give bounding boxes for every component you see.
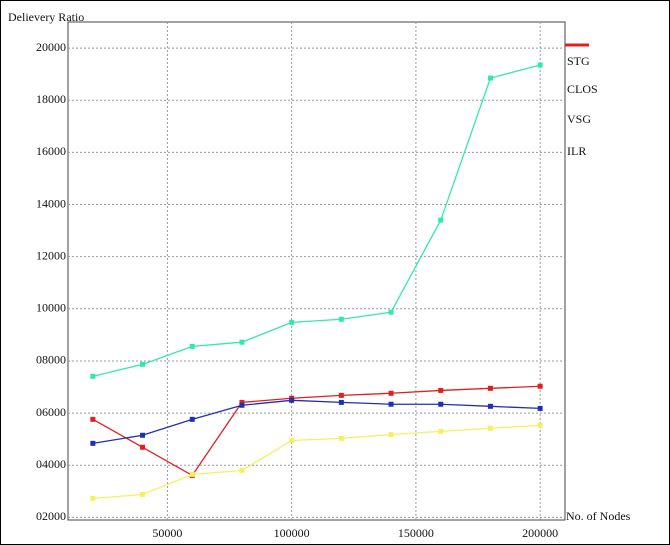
data-point	[289, 319, 295, 325]
data-point	[388, 431, 394, 437]
data-point	[189, 416, 195, 422]
legend-label: CLOS	[567, 82, 598, 96]
data-point	[388, 401, 394, 407]
data-point	[289, 437, 295, 443]
data-point	[239, 339, 245, 345]
data-point	[239, 402, 245, 408]
data-point	[487, 425, 493, 431]
x-tick-label: 150000	[398, 526, 434, 540]
series-line	[92, 64, 541, 377]
legend-label: VSG	[567, 112, 591, 126]
data-point	[189, 471, 195, 477]
data-point	[487, 75, 493, 81]
y-tick-label: 10000	[36, 301, 66, 315]
data-point	[438, 401, 444, 407]
data-point	[388, 390, 394, 396]
series-line	[92, 399, 541, 444]
data-point	[487, 385, 493, 391]
plot-area	[67, 21, 566, 521]
y-tick-label: 12000	[36, 248, 66, 262]
data-point	[338, 399, 344, 405]
data-point	[140, 361, 146, 367]
legend-label: ILR	[567, 144, 586, 158]
data-point	[140, 432, 146, 438]
y-tick-label: 18000	[36, 92, 66, 106]
series-line	[92, 385, 541, 477]
data-point	[90, 416, 96, 422]
series-line	[92, 424, 541, 500]
y-tick-label: 08000	[36, 353, 66, 367]
data-point	[140, 444, 146, 450]
data-point	[487, 403, 493, 409]
data-point	[537, 383, 543, 389]
x-tick-label: 50000	[152, 526, 182, 540]
y-axis-label: Delievery Ratio	[8, 10, 84, 24]
x-tick-label: 200000	[522, 526, 558, 540]
data-point	[140, 491, 146, 497]
y-tick-label: 16000	[36, 144, 66, 158]
y-tick-label: 04000	[36, 457, 66, 471]
data-point	[537, 62, 543, 68]
data-point	[388, 309, 394, 315]
y-tick-label: 20000	[36, 40, 66, 54]
data-point	[438, 217, 444, 223]
data-point	[90, 440, 96, 446]
data-point	[189, 343, 195, 349]
data-point	[239, 399, 245, 405]
data-point	[289, 397, 295, 403]
legend-label: STG	[567, 54, 590, 68]
data-point	[90, 495, 96, 501]
y-tick-label: 06000	[36, 405, 66, 419]
data-point	[438, 387, 444, 393]
data-point	[90, 373, 96, 379]
y-tick-label: 14000	[36, 196, 66, 210]
data-point	[438, 428, 444, 434]
data-point	[338, 435, 344, 441]
x-axis-label: No. of Nodes	[566, 509, 631, 523]
data-point	[338, 392, 344, 398]
data-point	[537, 422, 543, 428]
x-tick-label: 100000	[274, 526, 310, 540]
y-tick-label: 02000	[36, 509, 66, 523]
data-point	[239, 467, 245, 473]
data-point	[537, 405, 543, 411]
data-point	[338, 316, 344, 322]
